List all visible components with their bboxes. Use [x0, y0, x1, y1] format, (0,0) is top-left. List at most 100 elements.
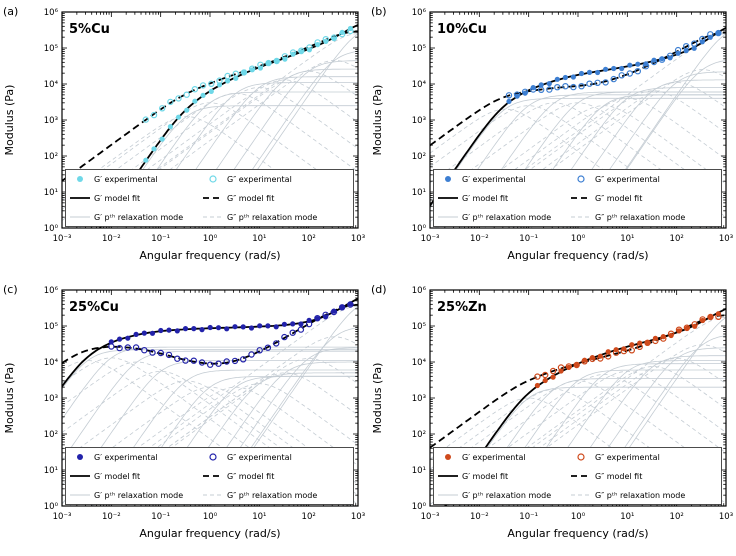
data-point [192, 98, 198, 104]
data-point [347, 27, 354, 35]
data-point [223, 358, 230, 365]
data-point [158, 327, 164, 334]
y-tick-label: 10³ [44, 394, 58, 404]
panel-b-10pct-cu: 10⁻³ 10⁻² 10⁻¹ 10⁰ 10¹ 10² 10³ 10⁰ 10¹ 10² 10³ 10⁴ 1… [371, 5, 733, 262]
data-point [692, 323, 698, 329]
data-point [273, 57, 280, 65]
data-point [330, 308, 338, 316]
panel-d-25pct-zn: 10⁻³ 10⁻² 10⁻¹ 10⁰ 10¹ 10² 10³ 10⁰ 10¹ 10² 10³ 10⁴ 1… [371, 283, 733, 540]
data-point [554, 76, 560, 82]
gprime-experimental-points [108, 301, 353, 345]
data-point [174, 328, 180, 334]
data-point [636, 343, 643, 351]
data-point [529, 86, 537, 93]
x-tick-label: 10³ [719, 512, 733, 522]
gdoubleprime-relaxation-mode-line [466, 344, 726, 506]
data-point [314, 39, 321, 46]
gdoubleprime-experimental-points [534, 313, 722, 380]
data-point [570, 74, 576, 80]
data-point [603, 66, 609, 72]
gprime-relaxation-mode-line [586, 60, 726, 228]
legend-filled-marker [445, 454, 451, 460]
legend-open-marker [209, 175, 217, 183]
gdoubleprime-relaxation-mode-line [449, 90, 726, 228]
data-point [339, 30, 346, 38]
data-point [224, 72, 231, 80]
gdoubleprime-relaxation-mode-line [469, 69, 726, 228]
legend: G′ experimental G″ experimental G′ model f… [433, 447, 722, 505]
data-point [208, 88, 214, 94]
data-point [542, 377, 548, 384]
data-point [256, 347, 263, 354]
data-point [151, 146, 157, 152]
panel-a-5pct-cu: 10⁻³ 10⁻² 10⁻¹ 10⁰ 10¹ 10² 10³ 10⁰ 10¹ 10² 10³ 10⁴ 1… [3, 5, 365, 262]
panel-letter: (a) [3, 5, 18, 18]
data-point [257, 323, 263, 329]
gdoubleprime-relaxation-mode-line [76, 33, 358, 228]
data-point [224, 326, 230, 332]
data-point [273, 340, 280, 347]
gdoubleprime-relaxation-mode-line [62, 360, 303, 506]
data-point [183, 91, 190, 98]
legend-label: G″ model fit [595, 194, 642, 203]
data-point [184, 107, 190, 113]
data-point [707, 313, 714, 321]
x-tick-label: 10⁻³ [53, 512, 72, 522]
legend-open-marker [209, 453, 217, 461]
data-point [554, 83, 561, 91]
gdoubleprime-relaxation-mode-line [461, 82, 726, 228]
data-point [314, 315, 321, 322]
legend-label: G″ experimental [227, 453, 292, 462]
gprime-relaxation-mode-line [146, 375, 358, 506]
x-tick-label: 10² [670, 234, 684, 244]
y-tick-label: 10³ [412, 116, 426, 126]
data-point [231, 357, 239, 365]
tick-labels: 10⁻³ 10⁻² 10⁻¹ 10⁰ 10¹ 10² 10³ 10⁰ 10¹ 10² 10³ 10⁴ 1… [412, 8, 733, 244]
data-point [707, 31, 714, 38]
data-point [289, 329, 296, 336]
y-tick-label: 10¹ [44, 466, 58, 476]
legend-label: G″ pᵗʰ relaxation mode [227, 491, 317, 500]
legend-label: G′ pᵗʰ relaxation mode [462, 491, 551, 500]
tick-labels: 10⁻³ 10⁻² 10⁻¹ 10⁰ 10¹ 10² 10³ 10⁰ 10¹ 10² 10³ 10⁴ 1… [44, 286, 365, 522]
data-point [215, 325, 222, 331]
gdoubleprime-relaxation-mode-line [430, 380, 726, 479]
data-point [166, 327, 172, 333]
data-point [298, 47, 305, 54]
data-point [675, 326, 683, 333]
panel-title: 25%Cu [69, 300, 119, 315]
legend-label: G″ model fit [595, 472, 642, 481]
data-point [534, 373, 541, 380]
data-point [534, 382, 540, 389]
x-tick-label: 10⁻² [102, 234, 121, 244]
data-point [549, 367, 557, 375]
x-tick-label: 10⁻³ [421, 234, 440, 244]
data-point [626, 70, 633, 77]
data-point [338, 304, 346, 311]
data-point [225, 78, 231, 84]
data-point [240, 69, 248, 76]
panel-letter: (d) [371, 283, 387, 296]
legend-label: G″ experimental [227, 175, 292, 184]
data-point [666, 52, 674, 60]
data-point [574, 362, 580, 368]
data-point [634, 67, 641, 75]
data-point [305, 320, 313, 328]
data-point [132, 344, 140, 351]
data-point [538, 82, 544, 88]
gdoubleprime-relaxation-mode-line [62, 93, 358, 210]
data-point [290, 51, 296, 57]
gdoubleprime-relaxation-mode-line [91, 358, 358, 506]
legend-label: G″ model fit [227, 472, 274, 481]
panel-title: 25%Zn [437, 300, 487, 315]
data-point [265, 60, 272, 66]
legend: G′ experimental G″ experimental G′ model f… [433, 169, 722, 227]
gdoubleprime-relaxation-mode-line [444, 33, 726, 228]
y-tick-label: 10² [44, 152, 58, 162]
gprime-relaxation-mode-line [135, 82, 358, 228]
y-tick-label: 10⁵ [412, 44, 426, 54]
y-tick-label: 10² [44, 430, 58, 440]
y-axis-label: Modulus (Pa) [371, 363, 384, 434]
data-point [644, 339, 651, 347]
data-point [175, 114, 182, 120]
